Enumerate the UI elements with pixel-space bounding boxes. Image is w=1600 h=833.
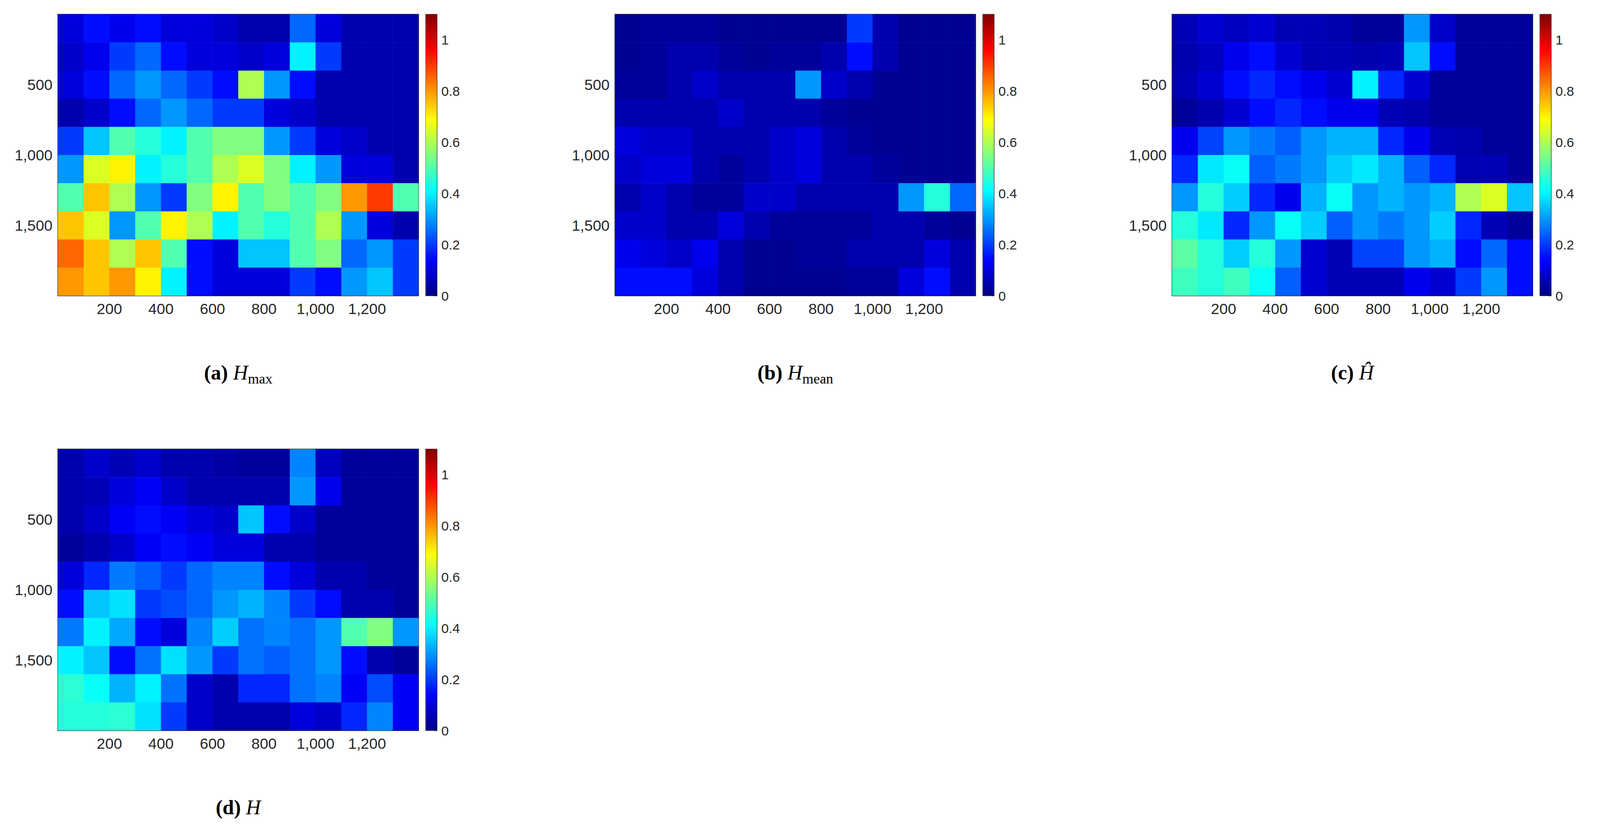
svg-text:1,000: 1,000 <box>296 734 335 752</box>
svg-text:0: 0 <box>1555 288 1564 304</box>
svg-text:0.8: 0.8 <box>998 83 1018 99</box>
svg-text:0.2: 0.2 <box>998 237 1018 253</box>
svg-text:H: H <box>232 361 249 384</box>
svg-text:0.4: 0.4 <box>441 186 461 201</box>
svg-text:200: 200 <box>653 300 680 318</box>
svg-text:800: 800 <box>251 300 277 318</box>
svg-text:0.2: 0.2 <box>441 671 461 687</box>
svg-text:H: H <box>787 361 804 384</box>
svg-text:Ĥ: Ĥ <box>1358 361 1376 384</box>
svg-text:400: 400 <box>148 300 174 318</box>
svg-text:1,000: 1,000 <box>571 146 610 164</box>
svg-text:1,200: 1,200 <box>348 734 387 752</box>
svg-text:0.8: 0.8 <box>441 83 461 99</box>
svg-text:1,500: 1,500 <box>1128 216 1167 234</box>
svg-text:800: 800 <box>808 300 834 318</box>
svg-text:500: 500 <box>27 510 53 528</box>
svg-text:0.4: 0.4 <box>998 186 1018 201</box>
svg-text:mean: mean <box>802 370 834 387</box>
svg-text:1: 1 <box>998 32 1006 48</box>
svg-text:600: 600 <box>199 734 226 752</box>
svg-text:800: 800 <box>251 734 277 752</box>
svg-text:0.8: 0.8 <box>1555 83 1575 99</box>
svg-text:0: 0 <box>441 723 449 738</box>
svg-text:600: 600 <box>1314 300 1340 318</box>
svg-text:1: 1 <box>441 467 449 482</box>
svg-text:0.8: 0.8 <box>441 518 461 534</box>
svg-text:0.4: 0.4 <box>1555 186 1575 201</box>
svg-text:0: 0 <box>998 288 1006 304</box>
svg-text:600: 600 <box>757 300 783 318</box>
svg-text:0.6: 0.6 <box>441 134 461 150</box>
svg-text:0.6: 0.6 <box>998 134 1018 150</box>
svg-text:1: 1 <box>441 32 449 48</box>
svg-text:(a): (a) <box>203 361 228 384</box>
svg-text:400: 400 <box>148 734 174 752</box>
svg-text:1,000: 1,000 <box>1410 300 1449 318</box>
svg-text:0.2: 0.2 <box>441 237 461 253</box>
svg-text:200: 200 <box>96 734 123 752</box>
svg-text:0: 0 <box>441 288 449 304</box>
svg-text:400: 400 <box>705 300 731 318</box>
svg-text:1,500: 1,500 <box>14 216 53 234</box>
svg-text:(b): (b) <box>757 361 783 384</box>
svg-text:1,200: 1,200 <box>1462 300 1501 318</box>
svg-text:800: 800 <box>1365 300 1391 318</box>
svg-text:1,000: 1,000 <box>296 300 335 318</box>
svg-text:1,200: 1,200 <box>348 300 387 318</box>
svg-text:500: 500 <box>584 76 610 94</box>
svg-text:200: 200 <box>96 300 123 318</box>
svg-text:0.6: 0.6 <box>1555 134 1575 150</box>
svg-text:1,000: 1,000 <box>14 146 53 164</box>
svg-text:400: 400 <box>1262 300 1288 318</box>
svg-text:0.2: 0.2 <box>1555 237 1575 253</box>
svg-text:200: 200 <box>1210 300 1237 318</box>
svg-text:1,000: 1,000 <box>1128 146 1167 164</box>
svg-text:600: 600 <box>199 300 226 318</box>
svg-text:H: H <box>245 795 262 819</box>
svg-text:(c): (c) <box>1331 361 1354 384</box>
svg-text:max: max <box>248 370 273 387</box>
svg-text:1,000: 1,000 <box>853 300 892 318</box>
svg-text:(d): (d) <box>215 795 241 819</box>
svg-text:0.4: 0.4 <box>441 620 461 636</box>
svg-text:0.6: 0.6 <box>441 569 461 585</box>
svg-text:1: 1 <box>1555 32 1564 48</box>
svg-text:1,500: 1,500 <box>571 216 610 234</box>
svg-text:500: 500 <box>27 76 53 94</box>
svg-text:500: 500 <box>1141 76 1167 94</box>
svg-text:1,500: 1,500 <box>14 651 53 669</box>
svg-text:1,000: 1,000 <box>14 581 53 599</box>
svg-text:1,200: 1,200 <box>905 300 944 318</box>
